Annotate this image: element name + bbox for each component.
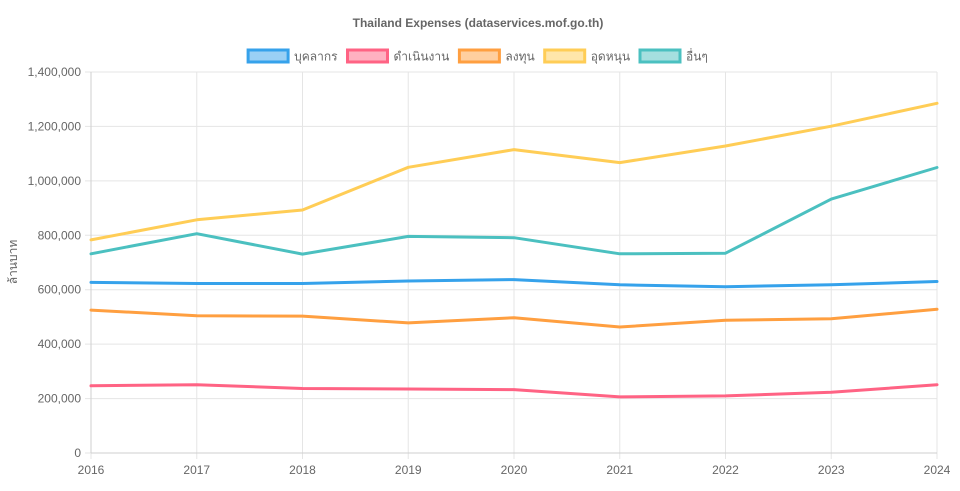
legend-item[interactable]: อื่นๆ [638,48,708,64]
x-tick-label: 2024 [924,463,951,477]
legend-swatch [346,48,389,64]
series-line [89,307,939,329]
legend-label: อื่นๆ [686,48,708,64]
x-tick-label: 2023 [818,463,845,477]
legend-label: บุคลากร [294,50,338,65]
legend-item[interactable]: อุดหนุน [543,48,630,65]
x-tick-label: 2017 [183,463,210,477]
series-lines [89,101,939,399]
legend-swatch [457,48,501,64]
x-tick-label: 2019 [395,463,422,477]
y-tick-label: 200,000 [38,392,82,406]
legend-swatch [246,48,290,64]
axes: 0 200,000 400,000 600,000 800,000 1,000,000 1,… [28,65,951,477]
y-tick-label: 600,000 [38,283,82,297]
chart-title: Thailand Expenses (dataservices.mof.go.t… [353,16,604,30]
series-line [89,166,939,256]
x-tick-label: 2021 [606,463,633,477]
legend: บุคลากร ดำเนินงาน ลงทุน อุดหนุน อื่นๆ [246,48,708,65]
grid [85,71,938,459]
x-tick-label: 2018 [289,463,316,477]
x-tick-label: 2016 [78,463,105,477]
series-line [89,278,939,289]
y-tick-label: 400,000 [38,337,82,351]
legend-item[interactable]: บุคลากร [246,48,338,65]
y-tick-label: 0 [74,446,81,460]
legend-swatch [543,48,587,64]
legend-swatch [638,48,682,64]
legend-label: อุดหนุน [591,50,630,65]
y-tick-label: 1,000,000 [28,174,82,188]
y-axis-title: ล้านบาท [6,240,20,285]
legend-label: ดำเนินงาน [394,50,450,64]
legend-item[interactable]: ลงทุน [457,48,535,65]
series-line [89,101,939,242]
x-tick-label: 2022 [712,463,739,477]
legend-item[interactable]: ดำเนินงาน [346,48,450,64]
y-tick-label: 800,000 [38,228,82,242]
y-tick-label: 1,200,000 [28,119,82,133]
legend-label: ลงทุน [505,50,534,65]
x-tick-label: 2020 [501,463,528,477]
series-line [89,383,939,399]
y-tick-label: 1,400,000 [28,65,82,79]
